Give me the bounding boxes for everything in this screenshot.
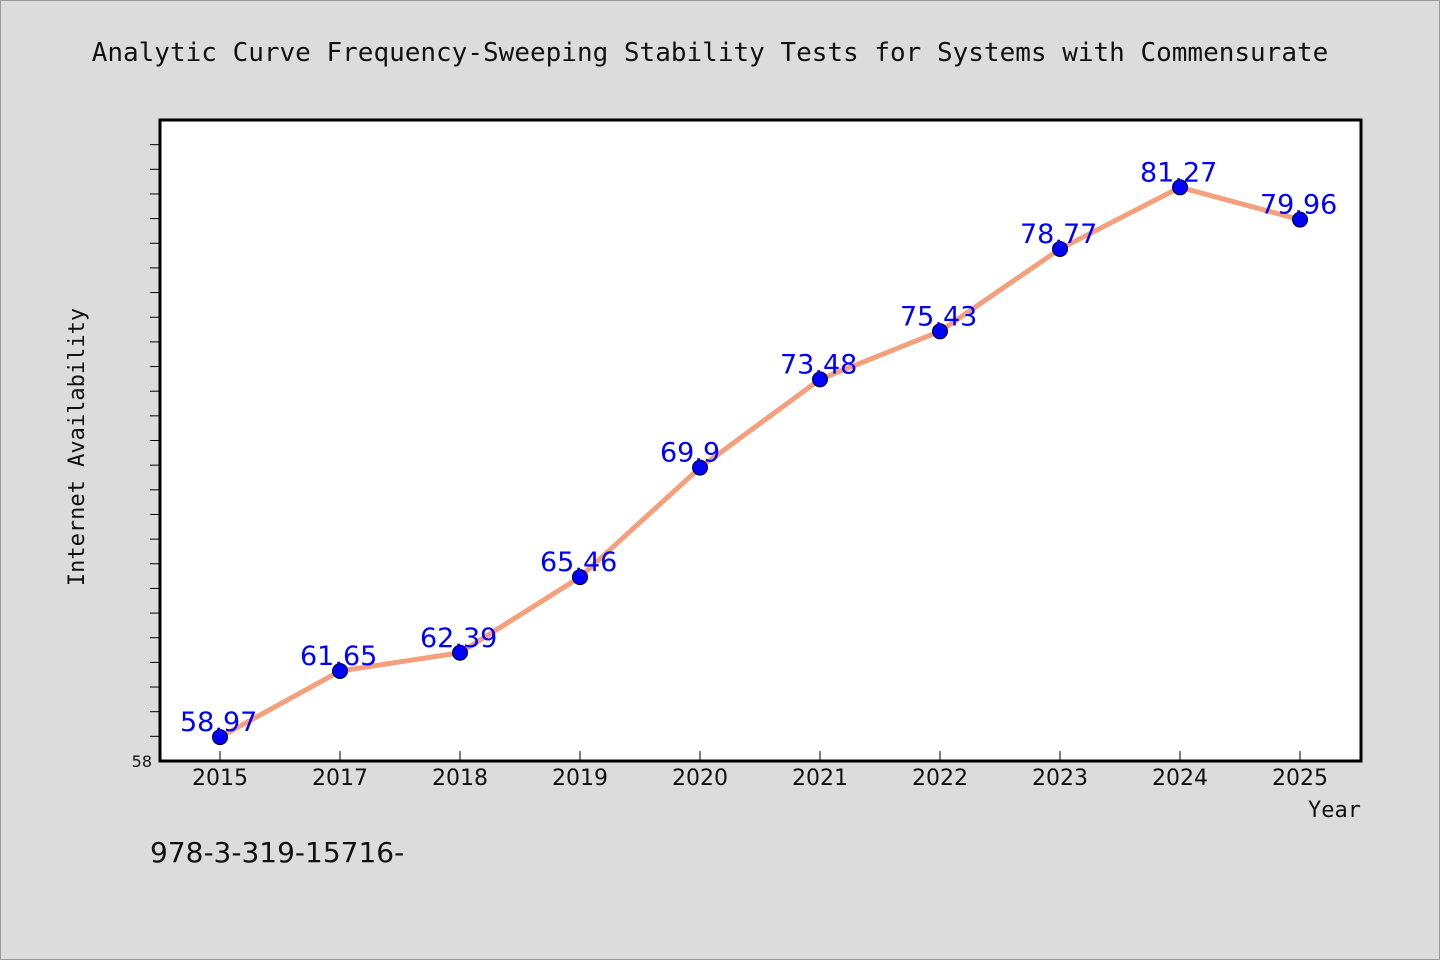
data-label: 69.9 <box>660 438 720 469</box>
x-tick-label: 2017 <box>312 766 368 791</box>
x-tick-label: 2024 <box>1152 766 1208 791</box>
series-layer <box>217 184 1303 740</box>
data-point <box>1172 179 1188 196</box>
data-label: 78.77 <box>1020 219 1097 250</box>
plot-area <box>158 118 1363 763</box>
y-tick-label: 58 <box>132 752 152 771</box>
marker-layer <box>212 179 1308 746</box>
y-axis-ticks: 58 <box>132 144 160 771</box>
data-point <box>572 569 588 586</box>
footer-text: 978-3-319-15716- <box>150 836 404 869</box>
data-point <box>212 729 228 746</box>
x-tick-label: 2020 <box>672 766 728 791</box>
x-tick-label: 2019 <box>552 766 608 791</box>
x-tick-label: 2021 <box>792 766 848 791</box>
x-tick-label: 2025 <box>1272 766 1328 791</box>
x-tick-label: 2022 <box>912 766 968 791</box>
data-label-layer: 58.97 61.65 62.39 65.46 69.9 73.48 75.43 78.77 8… <box>180 157 1337 738</box>
data-label: 81.27 <box>1140 157 1217 188</box>
x-axis-ticks: 2015 2017 2018 2019 2020 2021 2022 2023 2024 2025 <box>192 751 1328 791</box>
data-label: 75.43 <box>900 301 977 332</box>
series-line <box>217 184 1303 740</box>
data-label: 65.46 <box>540 547 617 578</box>
data-point <box>932 323 948 340</box>
chart-title: Analytic Curve Frequency-Sweeping Stabil… <box>92 38 1329 68</box>
data-point <box>332 663 348 680</box>
y-axis-label: Internet Availability <box>65 308 90 586</box>
data-point <box>452 644 468 661</box>
data-label: 61.65 <box>300 641 377 672</box>
x-tick-label: 2018 <box>432 766 488 791</box>
data-label: 62.39 <box>420 623 497 654</box>
x-tick-label: 2015 <box>192 766 248 791</box>
data-label: 58.97 <box>180 707 257 738</box>
data-point <box>692 459 708 476</box>
data-label: 79.96 <box>1260 190 1337 221</box>
data-point <box>1052 240 1068 257</box>
x-tick-label: 2023 <box>1032 766 1088 791</box>
data-point <box>1292 211 1308 228</box>
data-point <box>812 371 828 388</box>
x-axis-label: Year <box>1308 798 1361 823</box>
data-label: 73.48 <box>780 349 857 380</box>
